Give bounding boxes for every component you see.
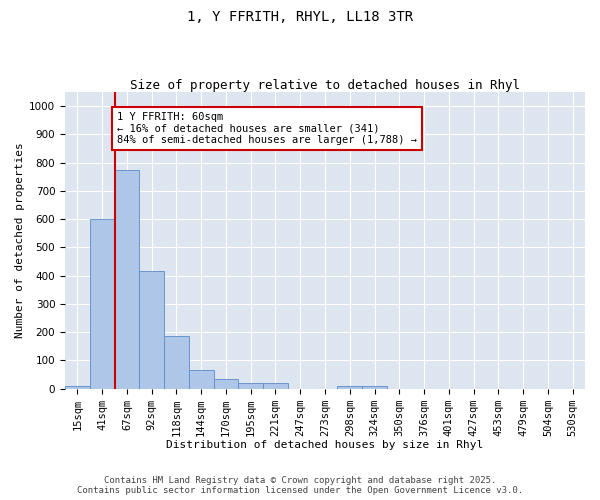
Bar bbox=[65, 386, 90, 388]
Bar bbox=[214, 378, 238, 388]
Bar bbox=[164, 336, 189, 388]
Bar bbox=[115, 170, 139, 388]
Text: Contains HM Land Registry data © Crown copyright and database right 2025.
Contai: Contains HM Land Registry data © Crown c… bbox=[77, 476, 523, 495]
Bar bbox=[362, 386, 387, 388]
Text: 1, Y FFRITH, RHYL, LL18 3TR: 1, Y FFRITH, RHYL, LL18 3TR bbox=[187, 10, 413, 24]
Bar bbox=[189, 370, 214, 388]
Text: 1 Y FFRITH: 60sqm
← 16% of detached houses are smaller (341)
84% of semi-detache: 1 Y FFRITH: 60sqm ← 16% of detached hous… bbox=[117, 112, 417, 145]
Bar bbox=[90, 219, 115, 388]
Bar bbox=[139, 272, 164, 388]
Title: Size of property relative to detached houses in Rhyl: Size of property relative to detached ho… bbox=[130, 79, 520, 92]
Bar bbox=[263, 383, 288, 388]
X-axis label: Distribution of detached houses by size in Rhyl: Distribution of detached houses by size … bbox=[166, 440, 484, 450]
Y-axis label: Number of detached properties: Number of detached properties bbox=[15, 142, 25, 338]
Bar bbox=[238, 383, 263, 388]
Bar bbox=[337, 386, 362, 388]
